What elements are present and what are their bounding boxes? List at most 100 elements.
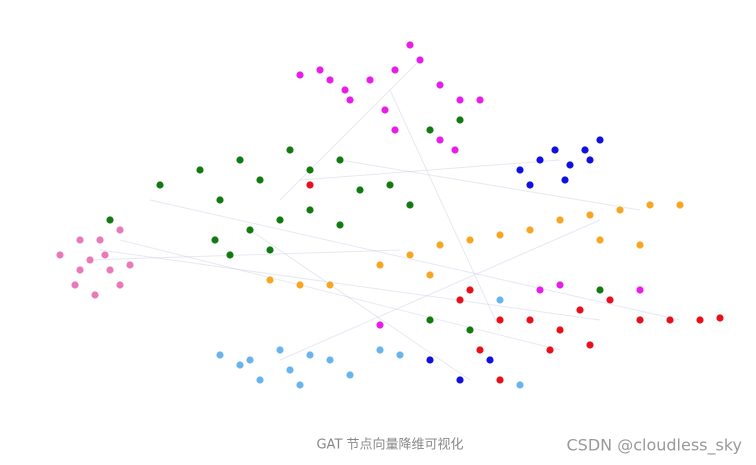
- node-point: [555, 280, 565, 290]
- node-point: [405, 40, 415, 50]
- node-point: [585, 155, 595, 165]
- node-point: [305, 350, 315, 360]
- node-point: [325, 280, 335, 290]
- node-point: [475, 95, 485, 105]
- node-point: [635, 285, 645, 295]
- node-point: [265, 245, 275, 255]
- edge: [299, 159, 561, 181]
- node-point: [525, 225, 535, 235]
- node-point: [115, 225, 125, 235]
- node-point: [585, 340, 595, 350]
- node-point: [375, 320, 385, 330]
- node-point: [555, 325, 565, 335]
- node-point: [255, 175, 265, 185]
- node-point: [195, 165, 205, 175]
- edge: [389, 89, 501, 331]
- node-point: [455, 295, 465, 305]
- node-point: [585, 210, 595, 220]
- node-point: [325, 355, 335, 365]
- node-point: [295, 280, 305, 290]
- edge: [339, 159, 641, 211]
- node-point: [425, 315, 435, 325]
- node-point: [495, 375, 505, 385]
- node-point: [615, 205, 625, 215]
- node-point: [225, 250, 235, 260]
- node-point: [455, 115, 465, 125]
- node-point: [355, 185, 365, 195]
- node-point: [405, 250, 415, 260]
- node-point: [55, 250, 65, 260]
- node-point: [335, 155, 345, 165]
- node-point: [425, 270, 435, 280]
- node-point: [455, 375, 465, 385]
- node-point: [455, 95, 465, 105]
- node-point: [565, 160, 575, 170]
- node-point: [335, 220, 345, 230]
- node-point: [275, 215, 285, 225]
- node-point: [105, 265, 115, 275]
- node-point: [435, 240, 445, 250]
- node-point: [365, 75, 375, 85]
- edge: [249, 229, 471, 381]
- node-point: [525, 315, 535, 325]
- node-point: [450, 145, 460, 155]
- node-point: [375, 345, 385, 355]
- node-point: [550, 145, 560, 155]
- node-point: [465, 285, 475, 295]
- node-point: [435, 80, 445, 90]
- node-point: [305, 180, 315, 190]
- edge: [279, 59, 421, 201]
- node-point: [70, 280, 80, 290]
- node-point: [390, 65, 400, 75]
- node-point: [535, 285, 545, 295]
- node-point: [665, 315, 675, 325]
- node-point: [465, 235, 475, 245]
- node-point: [75, 265, 85, 275]
- node-point: [555, 215, 565, 225]
- node-point: [695, 315, 705, 325]
- node-point: [375, 260, 385, 270]
- node-point: [115, 280, 125, 290]
- node-point: [95, 235, 105, 245]
- node-point: [515, 380, 525, 390]
- node-point: [595, 135, 605, 145]
- node-point: [535, 155, 545, 165]
- node-point: [100, 250, 110, 260]
- node-point: [675, 200, 685, 210]
- node-point: [415, 55, 425, 65]
- node-point: [485, 355, 495, 365]
- edges: [89, 59, 681, 381]
- node-point: [575, 305, 585, 315]
- node-point: [125, 260, 135, 270]
- node-point: [545, 345, 555, 355]
- node-point: [465, 325, 475, 335]
- node-point: [495, 315, 505, 325]
- node-point: [155, 180, 165, 190]
- chart-title: GAT 节点向量降维可视化: [316, 437, 463, 453]
- node-point: [425, 125, 435, 135]
- node-point: [75, 235, 85, 245]
- node-point: [295, 70, 305, 80]
- edge: [279, 219, 601, 361]
- node-point: [105, 215, 115, 225]
- node-point: [595, 285, 605, 295]
- node-point: [635, 240, 645, 250]
- node-point: [85, 255, 95, 265]
- node-point: [580, 145, 590, 155]
- node-point: [340, 85, 350, 95]
- node-point: [305, 205, 315, 215]
- node-point: [285, 365, 295, 375]
- node-point: [515, 165, 525, 175]
- edge: [99, 249, 601, 321]
- node-point: [325, 75, 335, 85]
- node-point: [285, 145, 295, 155]
- node-point: [405, 200, 415, 210]
- node-point: [425, 355, 435, 365]
- node-point: [295, 380, 305, 390]
- node-point: [305, 165, 315, 175]
- node-point: [245, 225, 255, 235]
- node-point: [265, 275, 275, 285]
- node-point: [255, 375, 265, 385]
- node-point: [90, 290, 100, 300]
